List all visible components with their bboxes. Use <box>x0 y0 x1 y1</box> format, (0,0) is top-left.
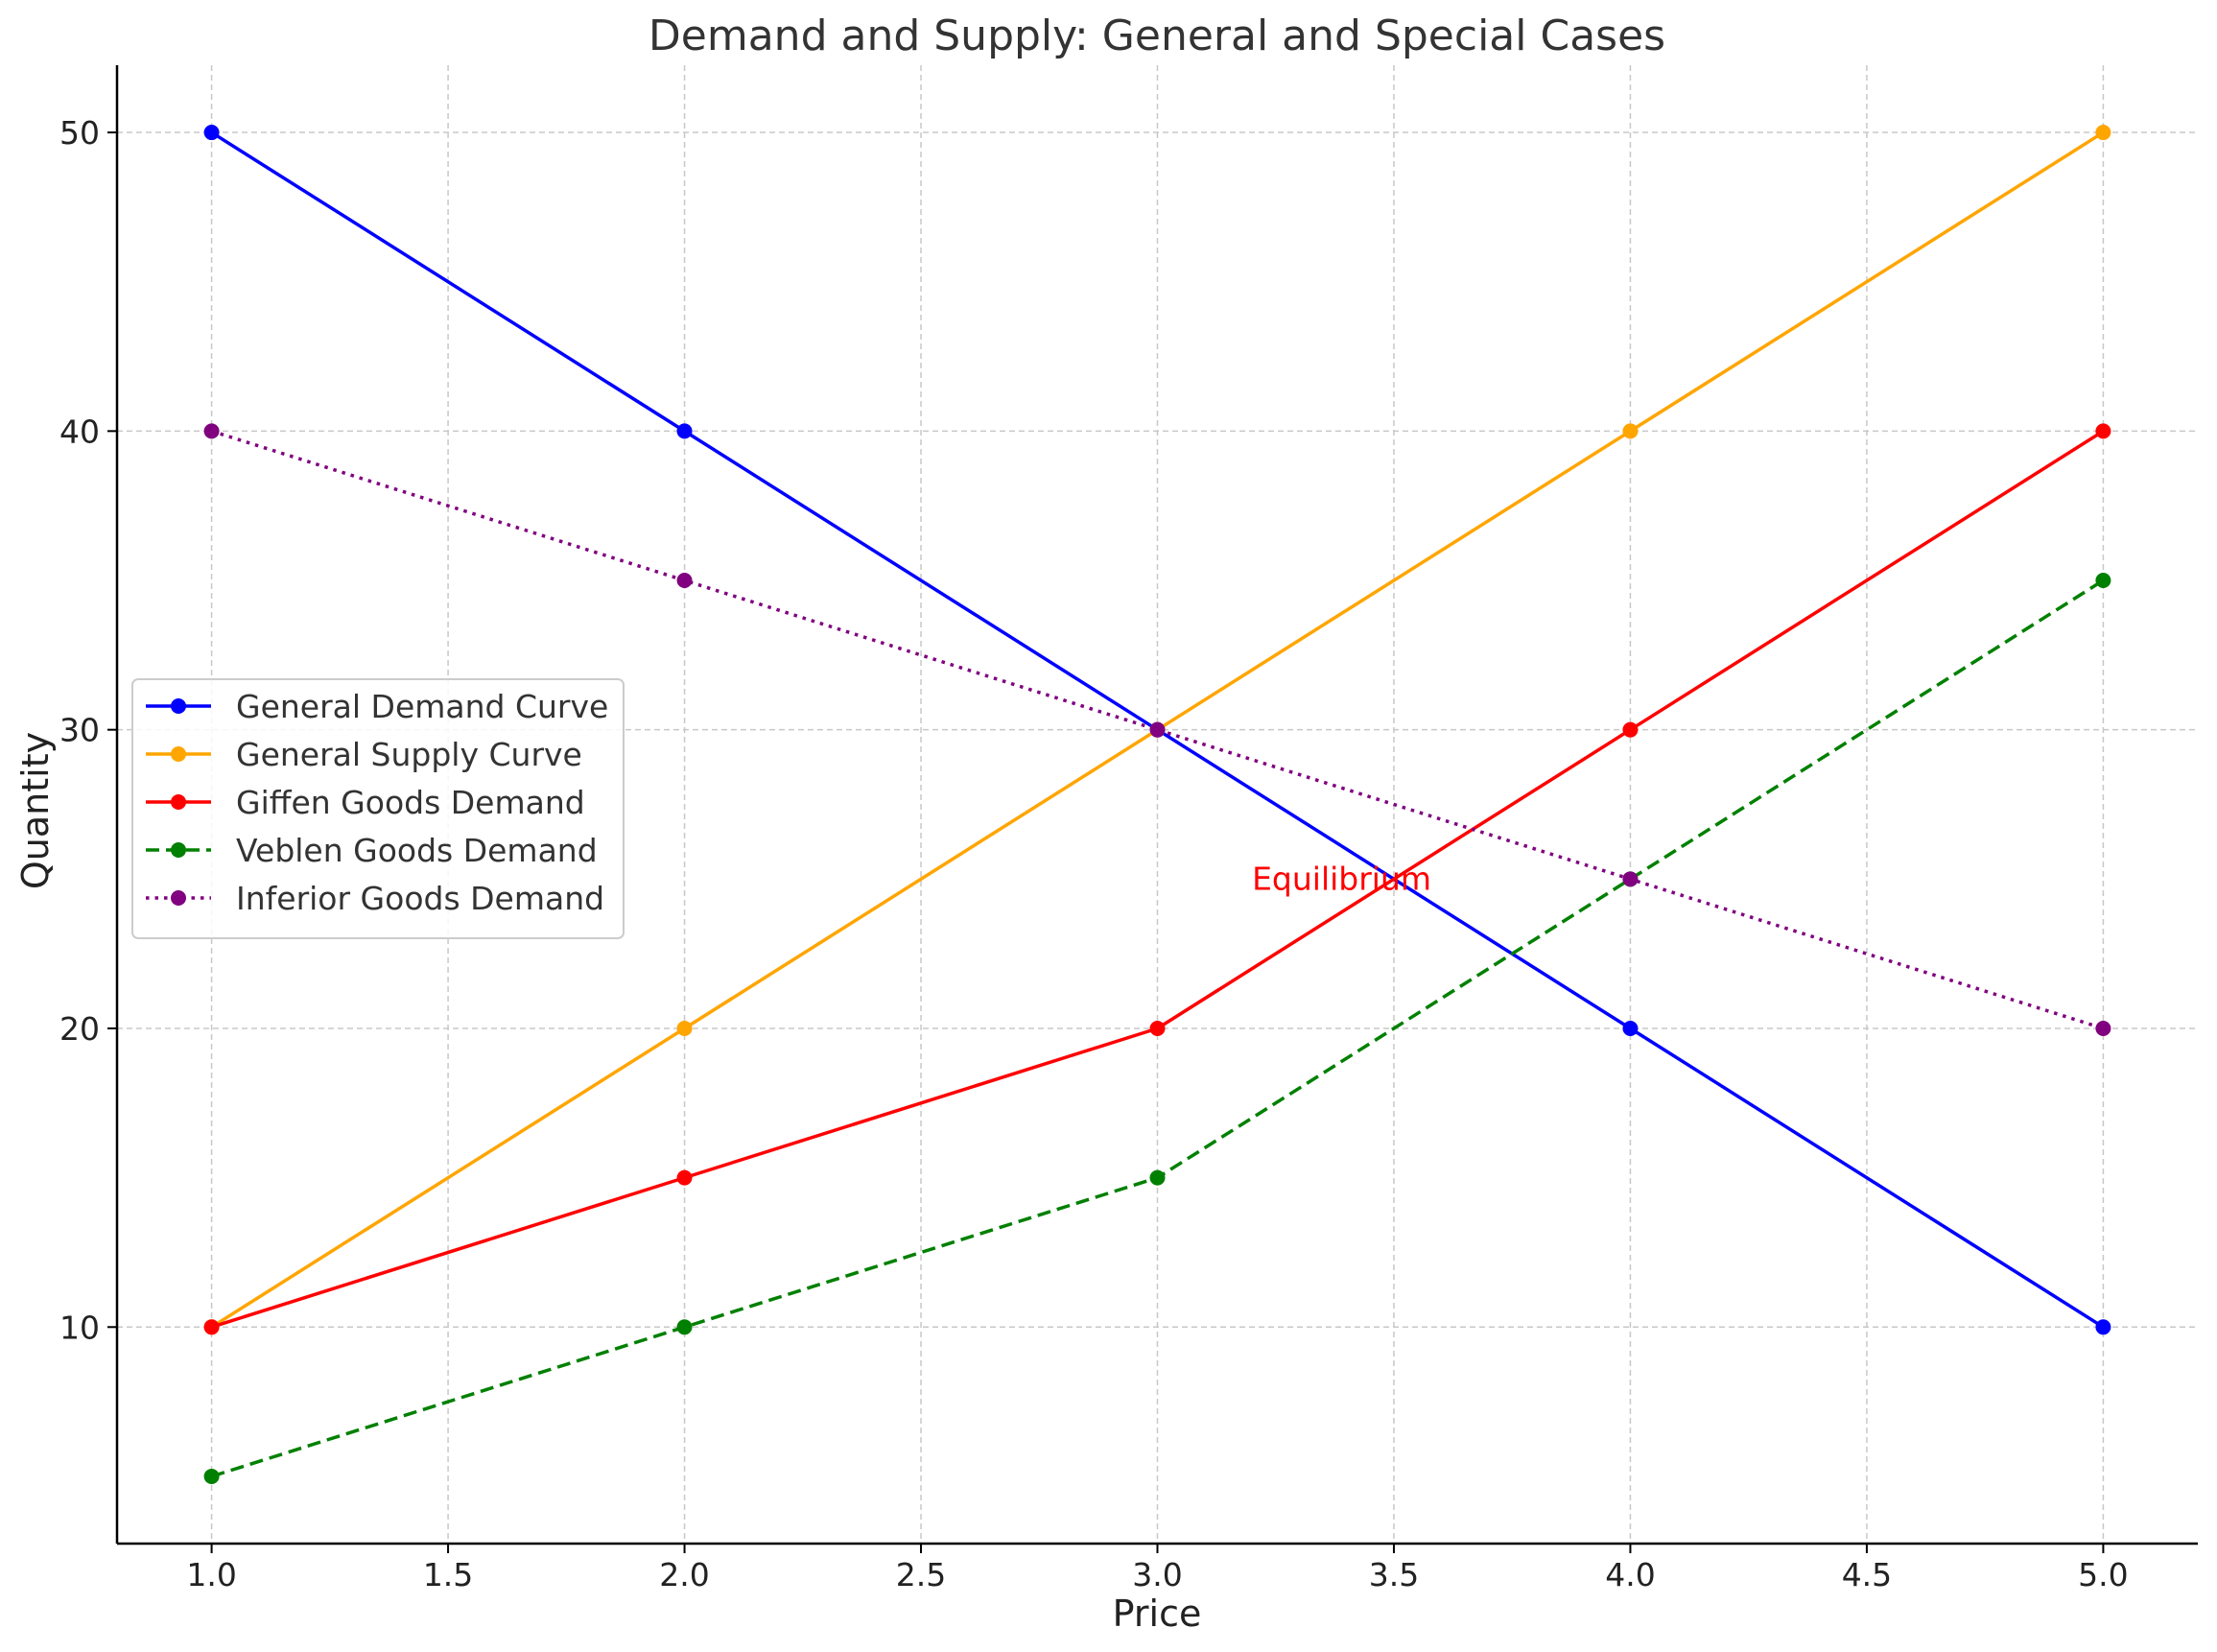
data-point <box>1149 1169 1166 1186</box>
series-layer <box>203 125 2111 1484</box>
data-point <box>1149 1020 1166 1036</box>
data-point <box>1149 721 1166 738</box>
legend-label: Giffen Goods Demand <box>236 784 585 821</box>
x-tick-label: 1.5 <box>423 1556 473 1593</box>
data-point <box>676 423 693 439</box>
y-tick-label: 40 <box>59 413 100 450</box>
data-point <box>2095 1020 2111 1036</box>
y-tick-label: 30 <box>59 712 100 749</box>
legend-label: General Demand Curve <box>236 688 608 725</box>
legend-item: Veblen Goods Demand <box>146 832 598 869</box>
data-point <box>676 1169 693 1186</box>
data-point <box>676 573 693 589</box>
y-axis-title: Quantity <box>14 732 57 889</box>
ticks: 1.0 1.5 2.0 2.5 3.0 3.5 4.0 4.5 5.0 10 20 30 40 50 <box>59 114 2129 1593</box>
x-tick-label: 3.5 <box>1369 1556 1419 1593</box>
x-axis-title: Price <box>1113 1593 1202 1635</box>
y-tick-label: 20 <box>59 1010 100 1048</box>
data-point <box>2095 125 2111 141</box>
legend-item: Inferior Goods Demand <box>146 880 604 917</box>
annotation-label: Equilibrium <box>1252 860 1431 897</box>
x-tick-label: 2.0 <box>659 1556 709 1593</box>
x-tick-label: 2.5 <box>896 1556 946 1593</box>
legend-item: Giffen Goods Demand <box>146 784 585 821</box>
x-tick-label: 4.0 <box>1605 1556 1655 1593</box>
grid <box>117 65 2198 1544</box>
legend-swatch-marker <box>171 794 186 810</box>
legend-item: General Demand Curve <box>146 688 608 725</box>
legend-label: Veblen Goods Demand <box>236 832 598 869</box>
legend-label: Inferior Goods Demand <box>236 880 604 917</box>
data-point <box>203 423 220 439</box>
x-tick-label: 1.0 <box>186 1556 236 1593</box>
data-point <box>1622 1020 1639 1036</box>
data-point <box>1622 871 1639 887</box>
data-point <box>203 1319 220 1335</box>
data-point <box>676 1319 693 1335</box>
data-point <box>1622 721 1639 738</box>
legend-swatch-marker <box>171 746 186 762</box>
data-point <box>676 1020 693 1036</box>
annotations: Equilibrium <box>1252 860 1431 897</box>
legend-swatch-marker <box>171 890 186 906</box>
legend-item: General Supply Curve <box>146 736 582 773</box>
data-point <box>2095 1319 2111 1335</box>
data-point <box>2095 423 2111 439</box>
series-inferior-goods-demand <box>203 423 2111 1036</box>
y-tick-label: 10 <box>59 1309 100 1346</box>
legend-frame <box>131 678 625 939</box>
legend-swatch-marker <box>171 842 186 858</box>
data-point <box>203 1468 220 1484</box>
x-tick-label: 5.0 <box>2078 1556 2128 1593</box>
legend-label: General Supply Curve <box>236 736 582 773</box>
chart-title: Demand and Supply: General and Special C… <box>649 12 1665 60</box>
legend: General Demand Curve General Supply Curve… <box>131 678 625 939</box>
series-line <box>211 429 2104 1030</box>
data-point <box>1622 423 1639 439</box>
series-giffen-goods-demand <box>203 423 2111 1335</box>
x-tick-label: 3.0 <box>1132 1556 1182 1593</box>
data-point <box>2095 573 2111 589</box>
x-tick-label: 4.5 <box>1842 1556 1892 1593</box>
data-point <box>203 125 220 141</box>
y-tick-label: 50 <box>59 114 100 152</box>
legend-swatch-marker <box>171 698 186 714</box>
